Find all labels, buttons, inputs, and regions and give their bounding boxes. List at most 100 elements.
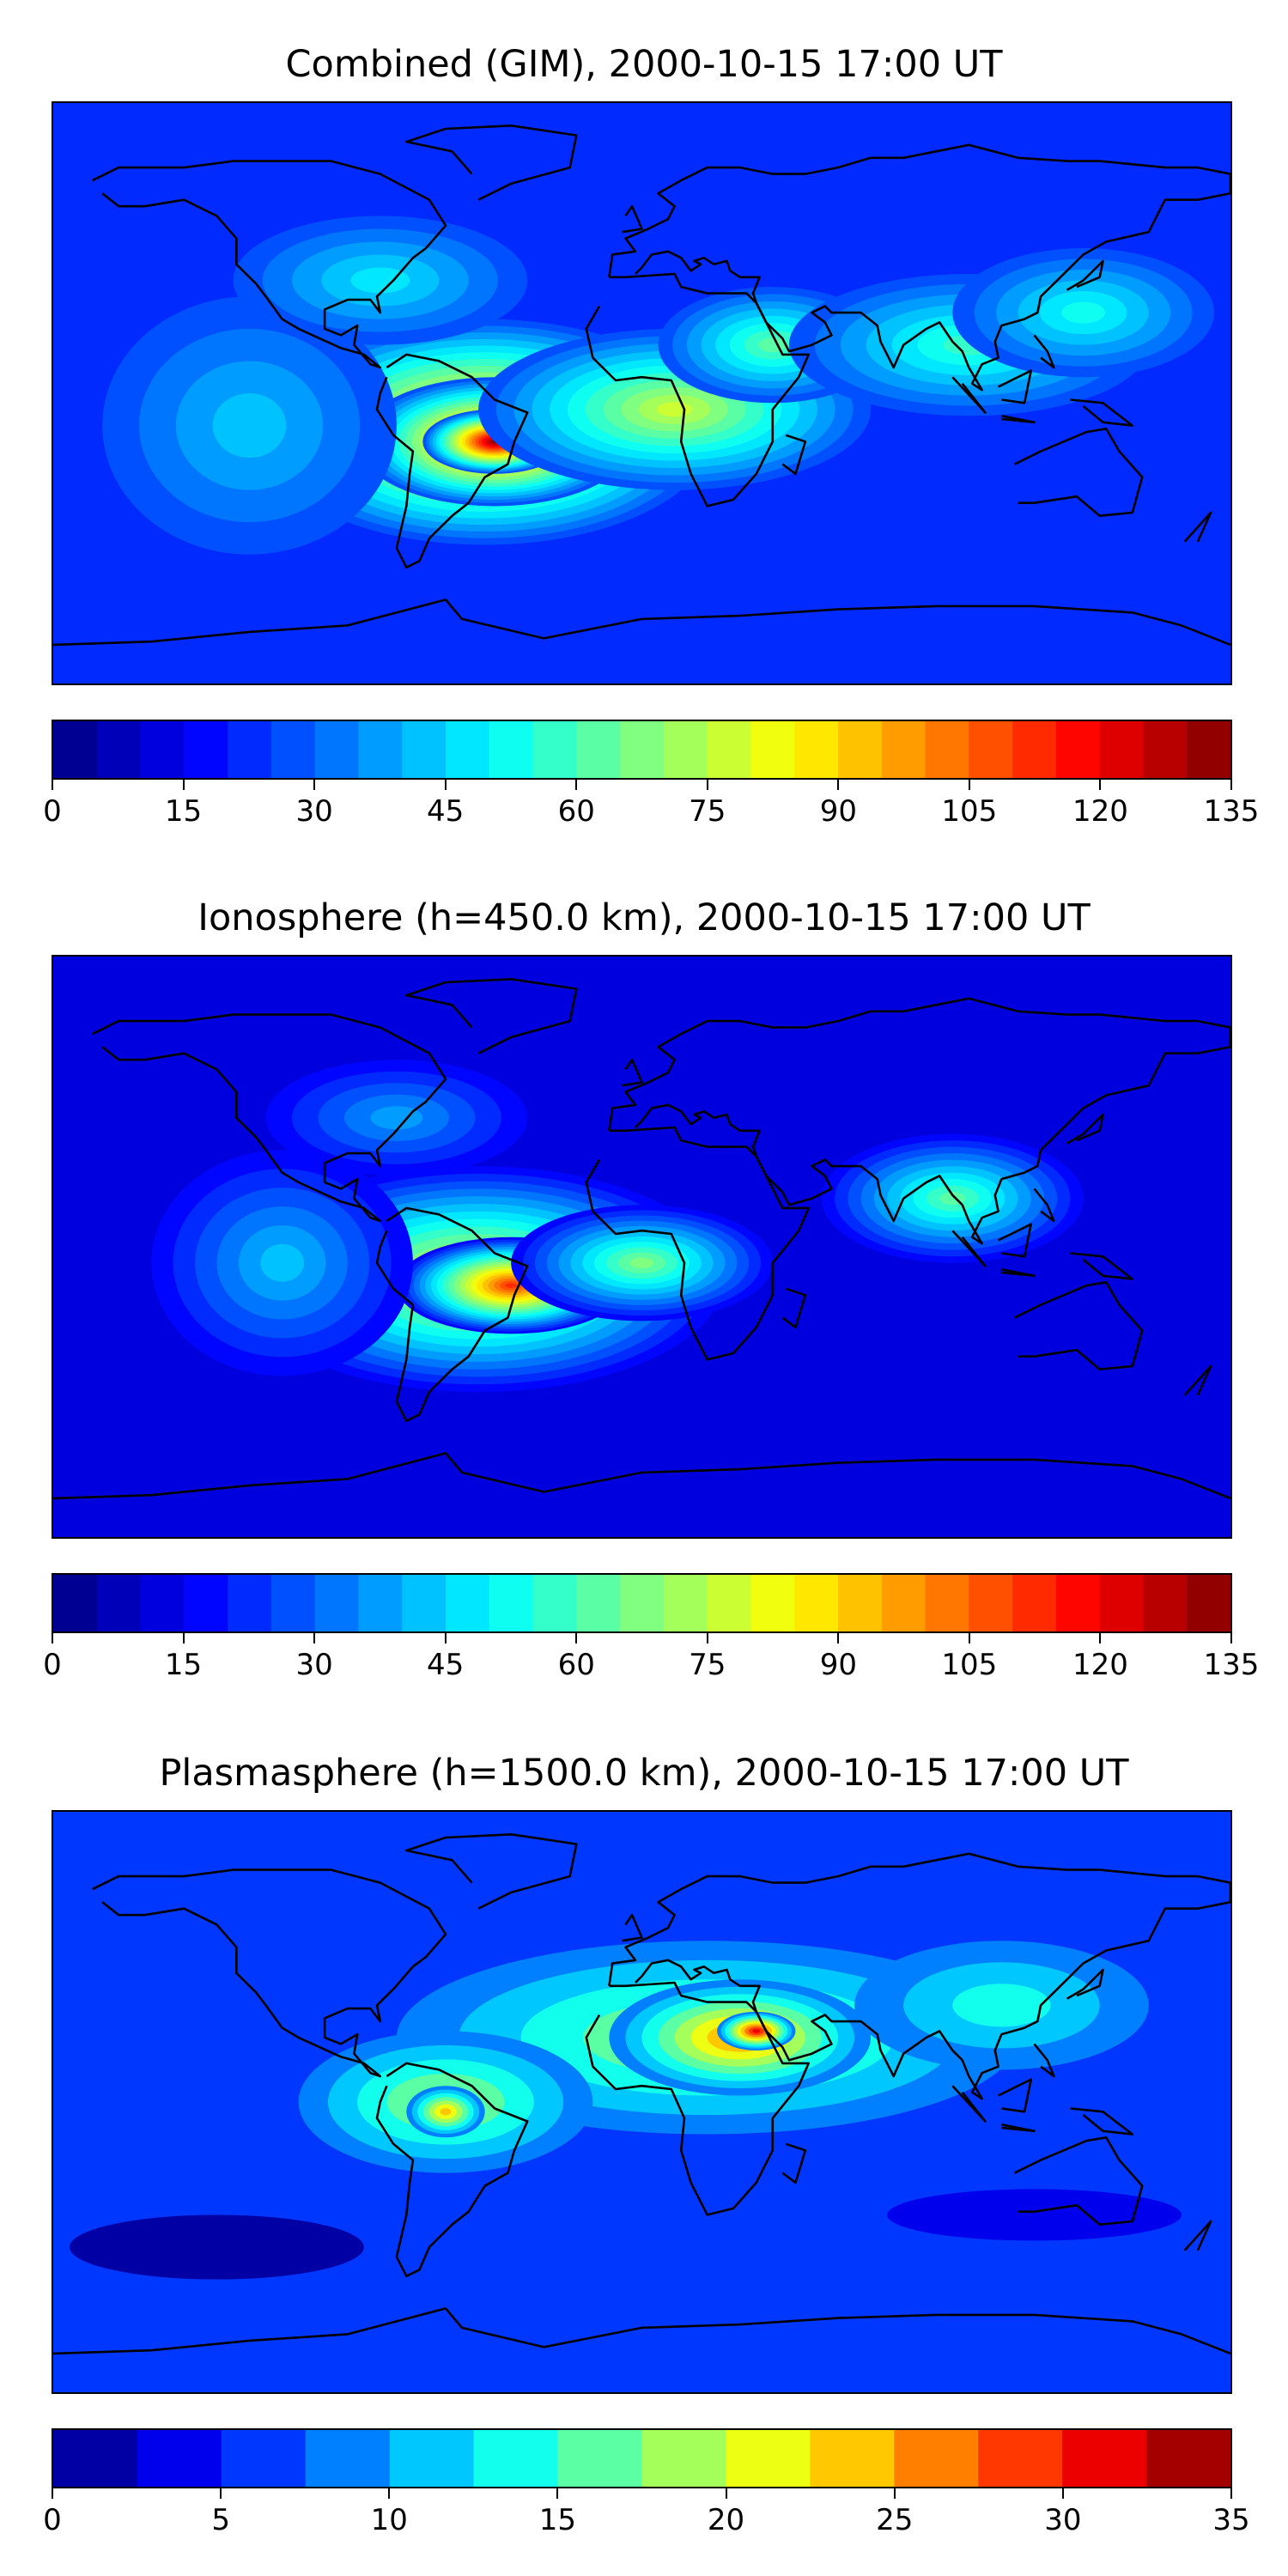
panel-2-colorbar-swatches	[53, 1575, 1230, 1631]
colorbar-tick-mark	[837, 1633, 840, 1643]
coastline-4	[608, 997, 1230, 1245]
colorbar-tick-mark	[1230, 2488, 1232, 2499]
heatmap-contour-4-6	[440, 2107, 452, 2116]
coastline-11	[1033, 1188, 1055, 1223]
colorbar-swatch-25	[1143, 721, 1188, 778]
coastline-5	[1014, 1280, 1144, 1371]
colorbar-swatch-15	[707, 1575, 752, 1631]
colorbar-tick-label: 30	[295, 794, 333, 829]
colorbar-swatch-13	[1146, 2430, 1230, 2487]
colorbar-swatch-7	[358, 721, 403, 778]
colorbar-swatch-5	[473, 2430, 559, 2487]
colorbar-swatch-8	[402, 721, 447, 778]
colorbar-swatch-21	[969, 721, 1013, 778]
colorbar-swatch-12	[1062, 2430, 1147, 2487]
coastline-0	[92, 1868, 447, 2078]
coastline-3	[585, 272, 811, 507]
colorbar-swatch-23	[1055, 721, 1101, 778]
coastline-2	[404, 124, 578, 201]
colorbar-tick-mark	[556, 2488, 559, 2499]
heatmap-contour-6-0	[70, 2215, 364, 2280]
panel-2-colorbar-ticks: 0 15 30 45 60 75 90 105 120 135	[43, 1633, 1259, 1685]
colorbar-tick-mark	[52, 2488, 53, 2499]
colorbar-tick-label: 15	[164, 1648, 203, 1682]
colorbar-tick-label: 30	[1044, 2503, 1082, 2537]
coastline-10	[1066, 1968, 1104, 2000]
colorbar-swatch-1	[96, 1575, 142, 1631]
colorbar-tick-mark	[52, 780, 53, 790]
panel-1-colorbar	[52, 720, 1232, 780]
colorbar-swatch-8	[402, 1575, 447, 1631]
panel-2-title: Ionosphere (h=450.0 km), 2000-10-15 17:0…	[197, 896, 1091, 939]
coastline-15	[53, 2307, 1230, 2355]
colorbar-tick-label: 75	[689, 794, 726, 829]
colorbar-swatch-9	[810, 2430, 895, 2487]
colorbar-swatch-11	[532, 721, 577, 778]
colorbar-swatch-19	[881, 1575, 927, 1631]
coastline-12	[622, 204, 643, 234]
colorbar-tick-label: 15	[538, 2503, 577, 2537]
colorbar-swatch-15	[707, 721, 752, 778]
colorbar-swatch-6	[314, 1575, 360, 1631]
colorbar-swatch-26	[1187, 1575, 1230, 1631]
colorbar-tick-label: 90	[819, 1648, 857, 1682]
colorbar-swatch-17	[794, 1575, 839, 1631]
colorbar-swatch-8	[726, 2430, 811, 2487]
coastline-9	[1070, 2107, 1134, 2136]
colorbar-tick-label: 120	[1072, 1648, 1128, 1682]
coastline-3	[585, 1126, 811, 1361]
coastline-11	[1033, 2043, 1055, 2078]
heatmap-contour-6-5	[1061, 301, 1106, 324]
colorbar-swatch-2	[140, 721, 185, 778]
colorbar-tick-mark	[1230, 1633, 1232, 1643]
colorbar-tick-label: 105	[941, 794, 998, 829]
colorbar-tick-mark	[968, 1633, 970, 1643]
colorbar-swatch-23	[1055, 1575, 1101, 1631]
colorbar-tick-label: 0	[43, 2503, 62, 2537]
coastline-0	[92, 1013, 447, 1223]
heatmap-contour-8-4	[350, 267, 410, 294]
colorbar-swatch-22	[1012, 721, 1057, 778]
heatmap-contour-4-5	[260, 1243, 304, 1282]
colorbar-tick-label: 10	[370, 2503, 408, 2537]
colorbar-tick-label: 25	[876, 2503, 914, 2537]
colorbar-swatch-16	[750, 1575, 795, 1631]
colorbar-tick-mark	[575, 780, 578, 790]
colorbar-tick-mark	[444, 1633, 447, 1643]
colorbar-swatch-13	[620, 1575, 665, 1631]
coastline-9	[1070, 398, 1134, 427]
panel-2-map	[52, 955, 1232, 1539]
colorbar-tick-label: 120	[1072, 794, 1128, 829]
panel-1-heatmap	[53, 103, 1230, 683]
colorbar-tick-label: 75	[689, 1648, 726, 1682]
colorbar-swatch-11	[532, 1575, 577, 1631]
colorbar-tick-label: 20	[707, 2503, 745, 2537]
coastline-13	[781, 1287, 807, 1329]
panel-3-colorbar-ticks: 0 5 10 15 20 25 30 35	[43, 2488, 1250, 2540]
coastline-2	[404, 1832, 578, 1910]
panel-1-title: Combined (GIM), 2000-10-15 17:00 UT	[285, 43, 1003, 86]
colorbar-tick-label: 135	[1203, 794, 1260, 829]
coastline-1	[375, 353, 529, 569]
coastline-14	[1183, 1364, 1212, 1396]
colorbar-swatch-25	[1143, 1575, 1188, 1631]
heatmap-contour-7-3	[212, 393, 287, 459]
colorbar-tick-mark	[52, 1633, 53, 1643]
heatmap-contour-2-10	[629, 1257, 654, 1268]
colorbar-swatch-26	[1187, 721, 1230, 778]
colorbar-swatch-11	[978, 2430, 1063, 2487]
colorbar-swatch-7	[641, 2430, 727, 2487]
colorbar-tick-label: 90	[819, 794, 857, 829]
colorbar-swatch-1	[137, 2430, 222, 2487]
colorbar-swatch-9	[446, 1575, 490, 1631]
coastline-14	[1183, 511, 1212, 543]
colorbar-tick-label: 5	[211, 2503, 230, 2537]
colorbar-swatch-18	[838, 721, 883, 778]
coastline-13	[781, 2142, 807, 2184]
colorbar-swatch-7	[358, 1575, 403, 1631]
coastline-11	[1033, 334, 1055, 369]
panel-2-heatmap	[53, 957, 1230, 1537]
colorbar-swatch-4	[389, 2430, 475, 2487]
colorbar-swatch-3	[305, 2430, 391, 2487]
